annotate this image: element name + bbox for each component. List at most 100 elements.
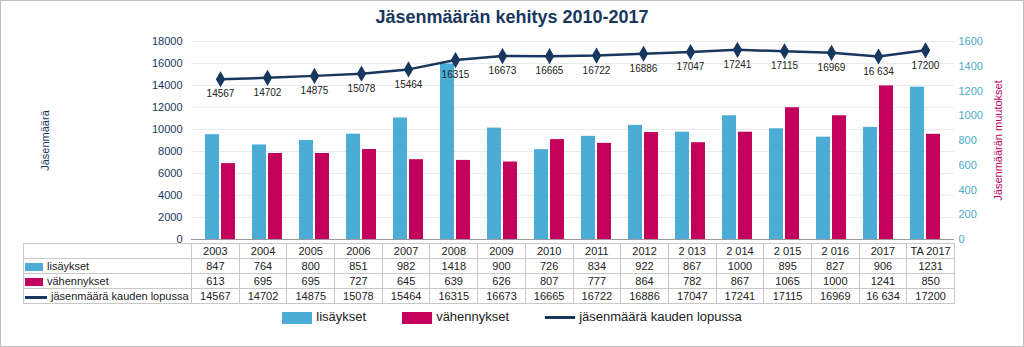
html-text:827: 827: [826, 260, 845, 272]
html-text:lisäykset: lisäykset: [316, 309, 367, 324]
svg-text:16886: 16886: [630, 63, 658, 74]
html-text:782: 782: [683, 275, 702, 287]
html-text:16665: 16665: [533, 290, 565, 302]
svg-text:14702: 14702: [254, 87, 282, 98]
html-text:851: 851: [349, 260, 368, 272]
html-text:vähennykset: vähennykset: [436, 309, 510, 324]
html-text:2009: 2009: [489, 245, 514, 257]
svg-text:17047: 17047: [677, 61, 705, 72]
svg-text:15078: 15078: [348, 83, 376, 94]
html-text:2 013: 2 013: [678, 245, 706, 257]
html-text:867: 867: [730, 275, 750, 287]
svg-text:800: 800: [959, 134, 977, 146]
html-text:2011: 2011: [585, 245, 609, 257]
html-text:1065: 1065: [775, 275, 800, 287]
svg-text:16969: 16969: [818, 62, 846, 73]
html-text:645: 645: [396, 275, 416, 287]
html-text:jäsenmäärä kauden lopussa: jäsenmäärä kauden lopussa: [579, 309, 742, 324]
html-text:2010: 2010: [536, 245, 562, 257]
svg-text:16315: 16315: [442, 69, 470, 80]
svg-text:8000: 8000: [158, 145, 182, 157]
html-text:jäsenmäärä kauden lopussa: jäsenmäärä kauden lopussa: [51, 290, 189, 302]
html-text:922: 922: [635, 260, 654, 272]
svg-text:16722: 16722: [583, 65, 611, 76]
html-text:2007: 2007: [393, 245, 419, 257]
html-text:2008: 2008: [441, 245, 466, 257]
html-text:1241: 1241: [870, 275, 896, 287]
html-text:14567: 14567: [200, 290, 231, 302]
html-text:1231: 1231: [918, 260, 943, 272]
svg-text:600: 600: [959, 159, 977, 171]
svg-text:17241: 17241: [724, 59, 752, 70]
html-text:2 016: 2 016: [821, 245, 849, 257]
html-text:850: 850: [921, 275, 940, 287]
html-text:695: 695: [301, 275, 320, 287]
html-text:847: 847: [206, 260, 225, 272]
html-text:1418: 1418: [441, 260, 466, 272]
svg-text:15464: 15464: [395, 79, 423, 90]
svg-text:16665: 16665: [536, 65, 564, 76]
svg-text:1400: 1400: [959, 60, 983, 72]
html-text:613: 613: [206, 275, 225, 287]
html-text:2 015: 2 015: [773, 245, 802, 257]
html-text:2006: 2006: [346, 245, 371, 257]
html-text:15078: 15078: [343, 290, 374, 302]
svg-text:14875: 14875: [301, 85, 329, 96]
html-text:15464: 15464: [390, 290, 422, 302]
html-text:16315: 16315: [438, 290, 470, 302]
html-text:695: 695: [253, 275, 273, 287]
svg-text:400: 400: [959, 184, 977, 196]
html-text:639: 639: [444, 275, 463, 287]
svg-text:10000: 10000: [152, 123, 183, 135]
html-text:Jäsenmäärän kehitys 2010-2017: Jäsenmäärän kehitys 2010-2017: [375, 7, 649, 27]
svg-text:200: 200: [959, 208, 977, 220]
svg-text:17115: 17115: [771, 60, 799, 71]
svg-text:Jäsenmäärän muutokset: Jäsenmäärän muutokset: [992, 80, 1004, 200]
html-text:2 014: 2 014: [726, 245, 754, 257]
html-text:906: 906: [873, 260, 893, 272]
svg-text:16673: 16673: [489, 65, 517, 76]
html-text:2003: 2003: [203, 245, 228, 257]
svg-text:4000: 4000: [158, 189, 182, 201]
html-text:895: 895: [778, 260, 797, 272]
html-text:1000: 1000: [823, 275, 848, 287]
svg-text:12000: 12000: [152, 101, 183, 113]
svg-text:0: 0: [176, 233, 182, 243]
html-text:900: 900: [492, 260, 511, 272]
svg-text:0: 0: [959, 233, 965, 243]
svg-text:6000: 6000: [158, 167, 182, 179]
html-text:807: 807: [540, 275, 559, 287]
html-text:2012: 2012: [632, 245, 657, 257]
svg-text:16 634: 16 634: [863, 66, 894, 77]
svg-text:14567: 14567: [207, 88, 235, 99]
html-text:16673: 16673: [486, 290, 517, 302]
html-text:14702: 14702: [247, 290, 279, 302]
html-text:14875: 14875: [295, 290, 326, 302]
svg-text:14000: 14000: [152, 79, 183, 91]
html-text:864: 864: [635, 275, 654, 287]
svg-text:1200: 1200: [959, 85, 983, 97]
svg-text:18000: 18000: [152, 35, 183, 47]
html-text:727: 727: [349, 275, 368, 287]
html-text:2004: 2004: [250, 245, 276, 257]
svg-text:Jäsenmäärä: Jäsenmäärä: [39, 109, 51, 170]
html-text:982: 982: [396, 260, 416, 272]
svg-text:17200: 17200: [912, 60, 940, 71]
html-text:834: 834: [587, 260, 606, 272]
svg-text:2000: 2000: [158, 211, 182, 223]
html-text:2005: 2005: [298, 245, 323, 257]
html-text:vähennykset: vähennykset: [47, 275, 109, 287]
html-text:867: 867: [683, 260, 702, 272]
svg-text:1600: 1600: [959, 35, 983, 47]
html-text:1000: 1000: [727, 260, 753, 272]
html-text:800: 800: [301, 260, 320, 272]
svg-text:1000: 1000: [959, 109, 983, 121]
svg-text:16000: 16000: [152, 57, 183, 69]
html-text:lisäykset: lisäykset: [47, 260, 90, 272]
html-text:TA 2017: TA 2017: [910, 245, 951, 257]
html-text:726: 726: [540, 260, 559, 272]
html-text:764: 764: [253, 260, 273, 272]
html-text:626: 626: [492, 275, 511, 287]
html-text:2017: 2017: [870, 245, 896, 257]
html-text:777: 777: [587, 275, 606, 287]
